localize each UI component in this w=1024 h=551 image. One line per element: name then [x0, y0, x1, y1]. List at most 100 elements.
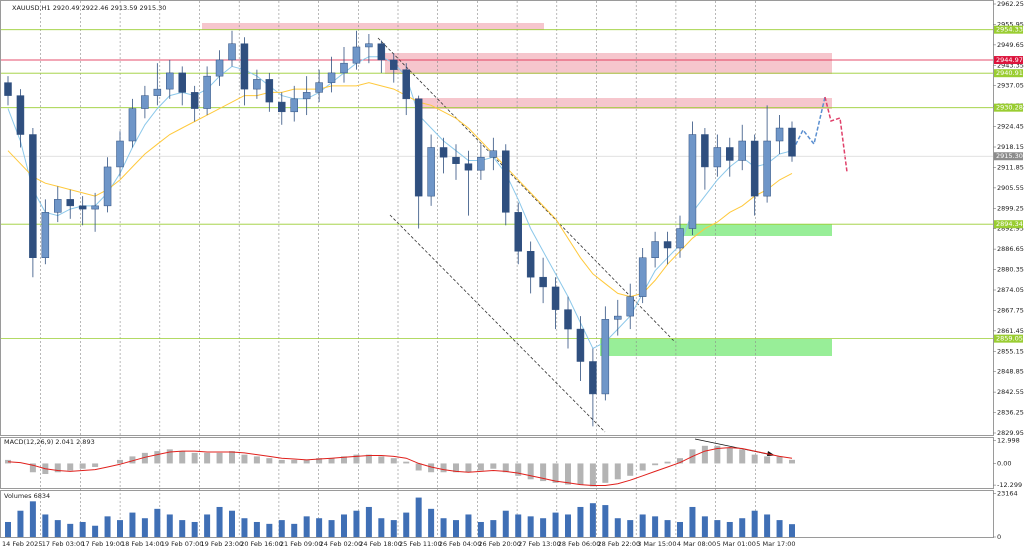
candle-body [738, 140, 746, 161]
time-label: 21 Feb 09:00 [280, 540, 323, 548]
y-tick-label: 2886.65 [997, 245, 1024, 253]
volume-bar [17, 510, 24, 537]
volume-bar [92, 525, 99, 537]
forecast-path [792, 96, 826, 151]
candle-body [638, 257, 647, 297]
macd-bar [303, 459, 310, 464]
macd-bar [291, 459, 298, 464]
candle-body [750, 140, 759, 197]
level-label: 2954.33 [996, 26, 1023, 34]
channel-line [389, 214, 606, 433]
macd-bar [726, 447, 733, 464]
y-tick-label: 2943.35 [997, 61, 1024, 69]
y-tick-label: 2962.25 [997, 0, 1024, 8]
y-tick-label: 2842.55 [997, 388, 1024, 396]
volume-bar [29, 501, 36, 537]
level-label-box [994, 69, 1023, 78]
time-label: 28 Feb 06:00 [558, 540, 601, 548]
volume-bar [79, 521, 86, 537]
volume-bar [141, 518, 148, 537]
volume-bar [166, 514, 173, 537]
y-tick-label: 12.998 [997, 437, 1020, 445]
macd-bar [639, 463, 646, 471]
volume-bar [291, 523, 298, 537]
macd-bar [477, 463, 484, 471]
volume-bar [104, 516, 111, 537]
volume-bar [515, 514, 522, 537]
candle-body [676, 228, 684, 249]
macd-bar [216, 452, 223, 464]
macd-bar [191, 452, 198, 464]
volume-bar [764, 514, 771, 537]
time-label: 14 Feb 2025 [2, 540, 42, 548]
demand-zone [680, 224, 832, 236]
candle-body [327, 72, 336, 83]
macd-bar [589, 463, 596, 487]
level-label-box [994, 25, 1023, 34]
time-label: 17 Feb 03:00 [42, 540, 85, 548]
candle-body [315, 82, 323, 93]
candle-body [54, 199, 62, 213]
candle-body [601, 319, 610, 395]
level-label: 2894.34 [996, 220, 1023, 228]
volume-bar [739, 518, 746, 537]
candle-body [128, 108, 137, 142]
macd-bar [515, 463, 522, 476]
candle-body [651, 241, 659, 258]
macd-bar [166, 449, 173, 464]
macd-bar [266, 458, 273, 464]
volume-bar [477, 521, 484, 537]
volume-bar [378, 518, 385, 537]
candle-body [688, 134, 697, 229]
y-tick-label: 2836.25 [997, 409, 1024, 417]
volume-bar [627, 520, 634, 537]
candle-body [116, 140, 124, 168]
candle-body [452, 156, 460, 164]
last-price-box [994, 152, 1023, 161]
time-label: 3 Mar 15:00 [637, 540, 676, 548]
candle-body [626, 296, 634, 317]
candle-body [701, 134, 709, 168]
volume-bar [664, 520, 671, 537]
time-label: 4 Mar 08:00 [677, 540, 716, 548]
volume-bar [266, 523, 273, 537]
level-label-box [994, 56, 1023, 65]
y-tick-label: 2829.95 [997, 429, 1024, 437]
volume-bar [776, 520, 783, 537]
candle-body [551, 286, 560, 310]
macd-panel [0, 437, 994, 489]
macd-bar [390, 458, 397, 464]
macd-bar [241, 454, 248, 464]
volume-bar [602, 505, 609, 537]
candle-body [190, 92, 199, 109]
y-tick-label: 2874.05 [997, 286, 1024, 294]
volume-bar [365, 506, 372, 537]
demand-zone [600, 339, 832, 356]
candle-body [614, 315, 622, 320]
candle-body [215, 59, 224, 77]
candle-body [78, 205, 87, 210]
macd-bar [129, 456, 136, 464]
candle-body [576, 328, 585, 362]
level-label: 2944.97 [996, 56, 1023, 64]
volume-bar [278, 520, 285, 537]
supply-zone [385, 53, 832, 74]
macd-bar [764, 456, 771, 464]
y-tick-label: 2861.45 [997, 327, 1024, 335]
level-label: 2859.05 [996, 335, 1023, 343]
macd-bar [751, 454, 758, 464]
macd-bar [540, 463, 547, 482]
macd-bar [179, 451, 186, 464]
volume-bar [428, 508, 435, 537]
macd-bar [341, 456, 347, 464]
y-tick-label: 2905.55 [997, 184, 1024, 192]
volume-bar [5, 521, 11, 537]
volume-bar [614, 518, 621, 537]
y-tick-label: 2867.75 [997, 306, 1024, 314]
macd-bar [92, 463, 99, 467]
candle-body [141, 95, 149, 109]
macd-bar [117, 459, 123, 464]
time-label: 27 Feb 13:00 [518, 540, 561, 548]
candle-body [153, 88, 162, 96]
supply-zone [202, 23, 544, 30]
